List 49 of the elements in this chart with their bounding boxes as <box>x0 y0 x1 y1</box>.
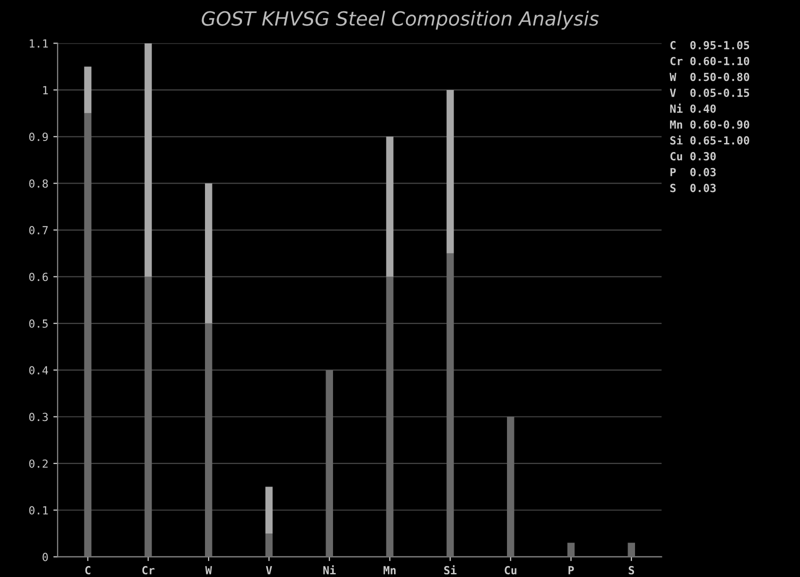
bar <box>567 542 575 557</box>
x-tick-label: C <box>85 566 90 574</box>
text: Mn 0.60-0.90 <box>670 120 750 129</box>
bar <box>386 276 394 557</box>
y-tick-label: 0.4 <box>29 366 48 374</box>
text: P 0.03 <box>670 168 716 176</box>
bar <box>204 323 212 557</box>
text: C 0.95-1.05 <box>670 40 750 50</box>
bar <box>506 416 514 557</box>
y-tick-label: 0.2 <box>29 459 48 468</box>
x-tick-label: W <box>205 566 212 574</box>
bar <box>144 276 152 557</box>
text: W 0.50-0.80 <box>670 72 750 82</box>
chart-title: GOST KHVSG Steel Composition Analysis <box>202 10 599 30</box>
bar <box>84 66 92 114</box>
bar <box>265 486 273 534</box>
y-tick-label: 0.3 <box>29 412 48 422</box>
text: Si 0.65-1.00 <box>670 135 750 145</box>
bar <box>204 183 212 324</box>
x-tick-label: Mn <box>384 566 396 574</box>
x-tick-label: V <box>266 566 272 574</box>
y-tick-label: 0.1 <box>29 506 48 515</box>
text: Cu 0.30 <box>670 152 716 160</box>
bar <box>386 136 394 277</box>
y-tick-label: 0.5 <box>29 319 48 328</box>
y-tick-label: 1.1 <box>30 39 48 48</box>
x-tick-label: Ni <box>323 565 336 574</box>
x-tick-label: P <box>568 566 574 574</box>
bar <box>326 370 334 557</box>
text: S 0.03 <box>670 184 716 192</box>
bar <box>84 113 92 557</box>
y-tick-label: 0.8 <box>29 179 48 188</box>
text: Ni 0.40 <box>670 104 716 113</box>
x-tick-label: S <box>628 566 634 574</box>
y-tick-label: 0.7 <box>29 226 48 234</box>
x-tick-label: Si <box>444 565 457 574</box>
bar <box>144 43 152 277</box>
bar <box>446 253 454 557</box>
y-tick-label: 0.9 <box>29 132 48 142</box>
y-tick-label: 0 <box>42 552 48 562</box>
bar <box>446 90 454 254</box>
y-tick-label: 0.6 <box>29 272 48 282</box>
x-tick-label: Cr <box>142 566 154 574</box>
text: V 0.05-0.15 <box>670 88 750 97</box>
bar <box>265 533 273 557</box>
x-tick-label: Cu <box>504 566 516 574</box>
text: Cr 0.60-1.10 <box>670 56 750 66</box>
y-tick-label: 1 <box>43 86 48 94</box>
bar <box>628 542 636 557</box>
